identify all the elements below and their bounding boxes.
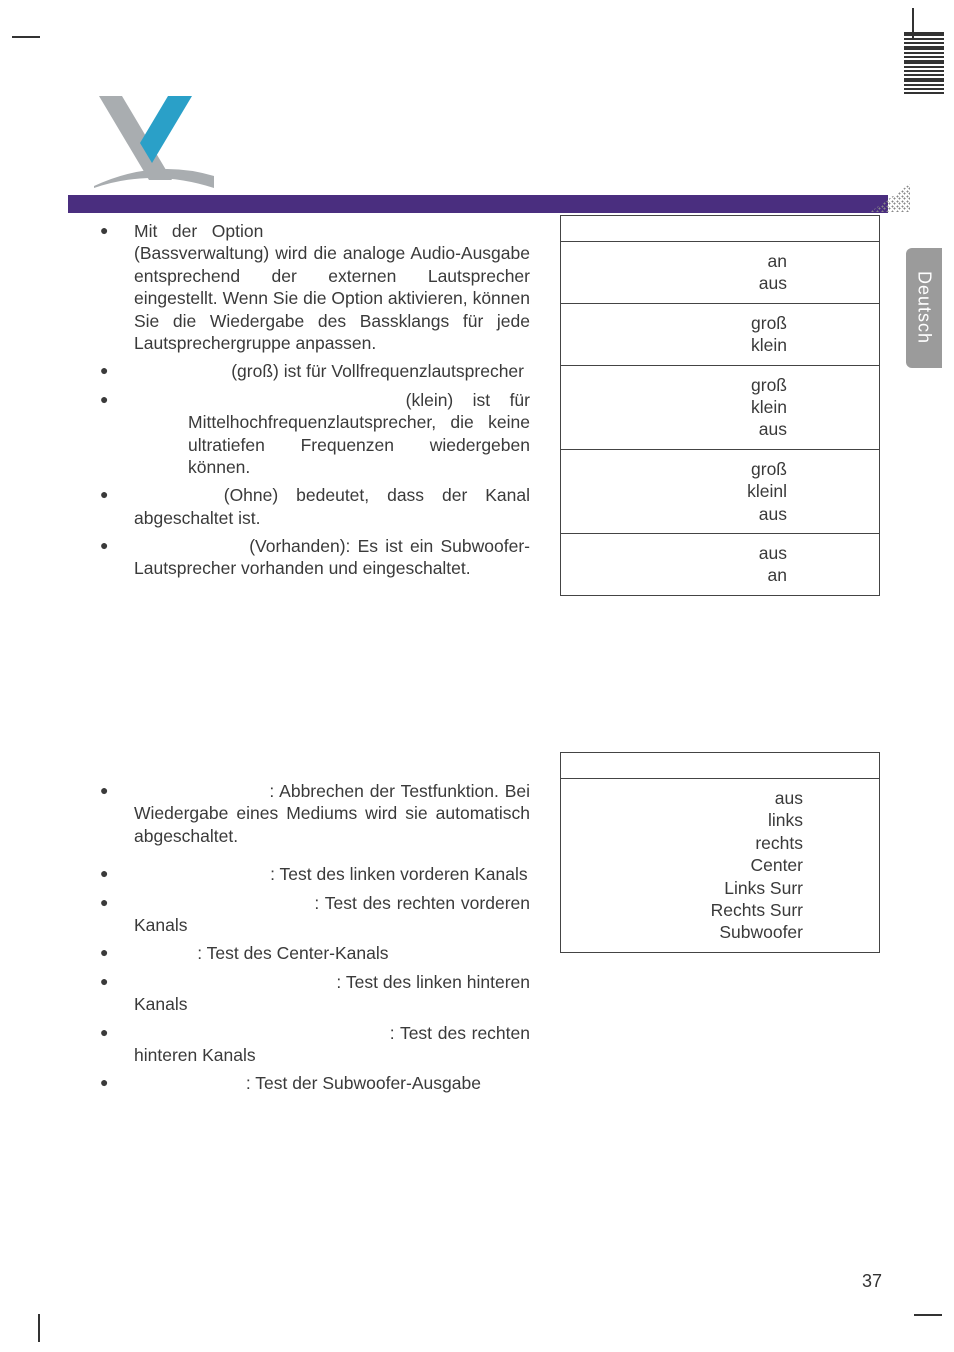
bullet-text: : Test des linken hinteren Kanals: [134, 972, 530, 1014]
bullet-item: : Test des rechten vorderen Kanals: [100, 892, 530, 937]
table-cell: aus: [573, 272, 867, 294]
table-body: aus links rechts Center Links Surr Recht…: [561, 779, 879, 952]
bullet-text: : Test des rechten hinteren Kanals: [134, 1023, 530, 1065]
crop-mark: [38, 1314, 40, 1342]
table-cell: kleinl: [573, 480, 867, 502]
bullet-rest: (Bassverwaltung) wird die analoge Audio-…: [134, 243, 530, 353]
table-cell: aus: [573, 542, 867, 564]
language-tab: Deutsch: [906, 248, 942, 368]
table-cell: groß: [573, 312, 867, 334]
bullet-item: (Ohne) bedeutet, dass der Kanal abgescha…: [100, 484, 530, 529]
section2-text: : Abbrechen der Testfunktion. Bei Wieder…: [100, 780, 530, 1101]
section1-table: an aus groß klein groß klein aus groß kl…: [560, 215, 880, 596]
table-cell: Links Surr: [573, 877, 867, 899]
section1-text: Mit der Option (Bassverwaltung) wird die…: [100, 220, 530, 586]
bullet-text: : Test der Subwoofer-Ausgabe: [134, 1073, 481, 1093]
bullet-rest: (groß) ist für Vollfrequenzlautsprecher: [231, 361, 524, 381]
bullet-text: : Test des rechten vorderen Kanals: [134, 893, 530, 935]
table-cell: aus: [573, 503, 867, 525]
table-row: aus an: [561, 534, 879, 595]
language-tab-label: Deutsch: [914, 271, 935, 344]
bullet-item: : Test des Center-Kanals: [100, 942, 530, 964]
table-cell: links: [573, 809, 867, 831]
table-cell: Center: [573, 854, 867, 876]
crop-mark: [12, 36, 40, 38]
brand-logo: [94, 88, 214, 188]
table-cell: an: [573, 564, 867, 586]
bullet-rest: (Vorhanden): Es ist ein Subwoofer-Lautsp…: [134, 536, 530, 578]
table-cell: klein: [573, 396, 867, 418]
table-cell: Rechts Surr: [573, 899, 867, 921]
bullet-item: : Abbrechen der Testfunktion. Bei Wieder…: [100, 780, 530, 847]
table-row: groß klein: [561, 304, 879, 366]
bullet-item: Mit der Option (Bassverwaltung) wird die…: [100, 220, 530, 354]
section2-table: aus links rechts Center Links Surr Recht…: [560, 752, 880, 953]
bullet-item: (Vorhanden): Es ist ein Subwoofer-Lautsp…: [100, 535, 530, 580]
table-cell: groß: [573, 458, 867, 480]
bullet-item: : Test der Subwoofer-Ausgabe: [100, 1072, 530, 1094]
table-header-empty: [561, 216, 879, 242]
table-cell: aus: [573, 418, 867, 440]
bullet-rest: (klein) ist für Mittelhochfrequenzlautsp…: [134, 389, 530, 479]
table-cell: rechts: [573, 832, 867, 854]
table-cell: aus: [573, 787, 867, 809]
bullet-item: (groß) ist für Vollfrequenzlautsprecher: [100, 360, 530, 382]
table-cell: Subwoofer: [573, 921, 867, 943]
bullet-rest: (Ohne) bedeutet, dass der Kanal abgescha…: [134, 485, 530, 527]
bullet-text: Mit der Option: [134, 221, 263, 241]
crop-mark: [914, 1314, 942, 1316]
registration-lines: [904, 32, 944, 98]
page-number: 37: [862, 1271, 882, 1292]
table-header-empty: [561, 753, 879, 779]
table-row: an aus: [561, 242, 879, 304]
bullet-text: : Test des linken vorderen Kanals: [134, 864, 528, 884]
table-cell: groß: [573, 374, 867, 396]
bullet-text: : Test des Center-Kanals: [134, 943, 389, 963]
table-cell: an: [573, 250, 867, 272]
bullet-item: (klein) ist für Mittelhochfrequenzlautsp…: [100, 389, 530, 479]
bullet-item: : Test des linken hinteren Kanals: [100, 971, 530, 1016]
bullet-item: : Test des linken vorderen Kanals: [100, 863, 530, 885]
table-row: groß kleinl aus: [561, 450, 879, 534]
bullet-text: : Abbrechen der Testfunktion. Bei Wieder…: [134, 781, 530, 846]
table-cell: klein: [573, 334, 867, 356]
header-bar: [68, 195, 888, 213]
bullet-item: : Test des rechten hinteren Kanals: [100, 1022, 530, 1067]
table-row: groß klein aus: [561, 366, 879, 450]
